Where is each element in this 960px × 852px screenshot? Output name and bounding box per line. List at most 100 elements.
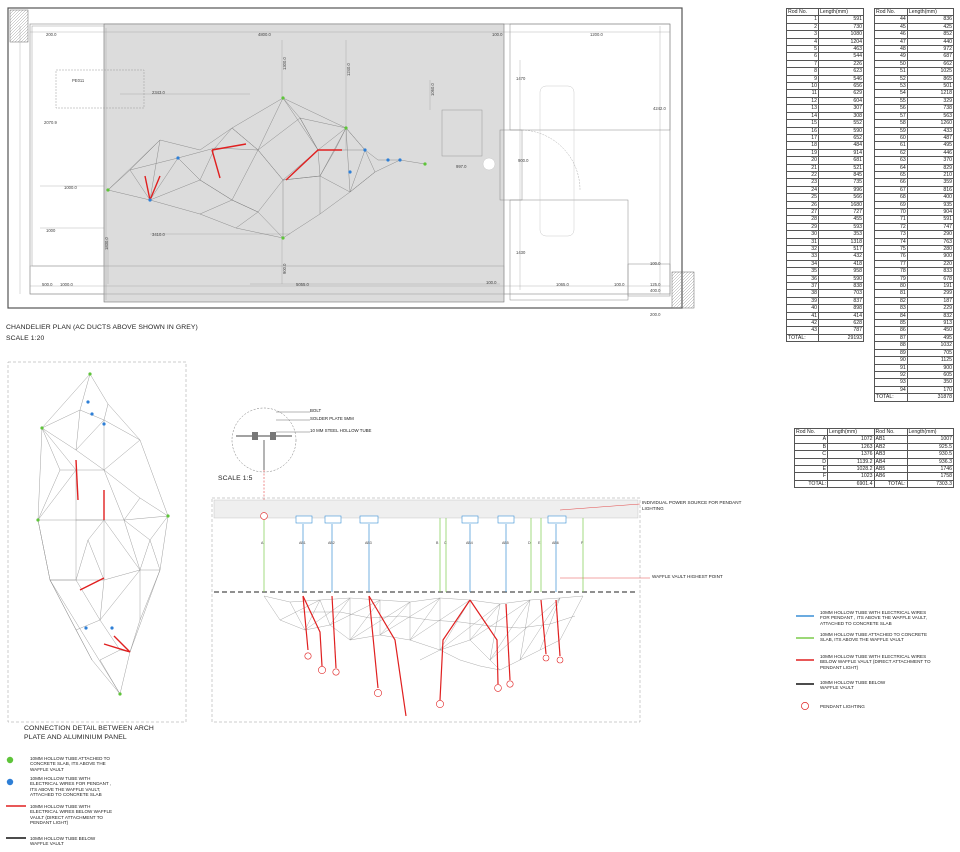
panel-frame-left xyxy=(7,361,187,723)
rod-number: AB4 xyxy=(873,457,908,467)
fixture-right xyxy=(539,85,575,237)
rod-number: 42 xyxy=(786,319,819,328)
table-row: 79 678 xyxy=(874,274,955,284)
legend-right-item: 10MM HOLLOW TUBE ATTACHED TO CONCRETE SL… xyxy=(820,632,928,643)
table-row: 34 418 xyxy=(786,259,864,269)
rod-number: 89 xyxy=(874,348,908,358)
rod-number: E xyxy=(793,465,829,474)
plan-scale: SCALE 1:20 xyxy=(6,335,45,342)
rod-length: 455 xyxy=(818,215,864,224)
rod-length: 425 xyxy=(906,22,955,32)
rod-length: 930.5 xyxy=(906,450,955,459)
table-row: 62 446 xyxy=(874,148,955,158)
table-row: 15 552 xyxy=(786,119,864,128)
rod-number: 6 xyxy=(786,52,819,61)
rod-number: 58 xyxy=(874,119,908,128)
total-value: 29193 xyxy=(818,333,864,343)
table-row: 11 629 xyxy=(786,89,864,98)
rod-length: 738 xyxy=(906,104,955,113)
table-row: 12 604 xyxy=(786,96,864,106)
dimension-text: 200.0 4800.0 100.0 1200.0 2343.0 2070.9 … xyxy=(42,32,666,317)
table-row: 14 308 xyxy=(786,111,864,121)
connection-title-line1: CONNECTION DETAIL BETWEEN ARCH xyxy=(24,725,154,732)
total-value: 7303.3 xyxy=(906,479,955,489)
rod-length: 678 xyxy=(906,274,955,284)
rod-length: 1023 xyxy=(827,472,875,481)
table-row: 65 210 xyxy=(874,170,955,180)
rod-number: 34 xyxy=(786,259,819,269)
rod-length: 1080 xyxy=(818,30,864,39)
table-row: 89 705 xyxy=(874,348,955,358)
plan-circle xyxy=(482,157,496,171)
rod-number: 53 xyxy=(874,82,908,91)
total-value: 6901.4 xyxy=(827,479,875,489)
rod-tag: A xyxy=(261,541,264,545)
table-row: 55 329 xyxy=(874,96,955,106)
table-header: Rod No. xyxy=(874,7,908,17)
table-row: 17 652 xyxy=(786,133,864,143)
rod-length: 1758 xyxy=(906,472,955,481)
rod-length: 1746 xyxy=(906,465,955,474)
corner-box xyxy=(627,263,671,297)
total-label: TOTAL: xyxy=(874,393,908,402)
rod-length: 446 xyxy=(906,148,955,158)
table-row: 43 787 xyxy=(786,326,864,335)
rod-length: 307 xyxy=(818,104,864,113)
rod-number: 62 xyxy=(874,148,908,158)
rod-length: 652 xyxy=(818,133,864,143)
rod-number: 72 xyxy=(874,222,908,232)
detail-scale: SCALE 1:5 xyxy=(218,475,253,482)
table-row: 59 433 xyxy=(874,126,955,135)
dim-text: 5055.0 xyxy=(296,282,309,287)
rod-tag: C xyxy=(444,541,447,545)
table-header-row: Rod No. Length(mm) xyxy=(874,7,955,17)
rod-number: 82 xyxy=(874,296,908,306)
rod-number: AB5 xyxy=(873,465,908,474)
rod-length: 605 xyxy=(906,370,955,380)
rod-length: 936.3 xyxy=(906,457,955,467)
dim-text: 1060.0 xyxy=(430,83,435,96)
dim-text: 4800.0 xyxy=(258,32,271,37)
rod-length: 450 xyxy=(906,326,955,335)
rod-number: 63 xyxy=(874,156,908,165)
rod-length: 1204 xyxy=(818,37,864,47)
rod-length: 591 xyxy=(906,215,955,224)
table-row: 32 517 xyxy=(786,244,864,254)
rod-number: 55 xyxy=(874,96,908,106)
table-row: 24 996 xyxy=(786,185,864,195)
table-row: 38 703 xyxy=(786,289,864,298)
total-label: TOTAL: xyxy=(786,333,819,343)
table-row: 53 501 xyxy=(874,82,955,91)
table-header: Rod No. xyxy=(793,427,829,437)
rod-length: 735 xyxy=(818,178,864,187)
rod-number: 29 xyxy=(786,222,819,232)
rod-length: 914 xyxy=(818,148,864,158)
dim-text: 1000.0 xyxy=(60,282,73,287)
rod-number: 56 xyxy=(874,104,908,113)
rod-number: 74 xyxy=(874,237,908,247)
rod-number: F xyxy=(793,472,829,481)
rod-number: 48 xyxy=(874,45,908,54)
dim-text: 900.0 xyxy=(518,158,529,163)
table-row: 69 935 xyxy=(874,200,955,209)
rod-number: 73 xyxy=(874,230,908,239)
dim-text: 1300.0 xyxy=(282,57,287,70)
table-row: 22 845 xyxy=(786,170,864,180)
table-row: 19 914 xyxy=(786,148,864,158)
rod-length: 440 xyxy=(906,37,955,47)
rod-number: 27 xyxy=(786,207,819,217)
rod-length: 705 xyxy=(906,348,955,358)
plan-title: CHANDELIER PLAN (AC DUCTS ABOVE SHOWN IN… xyxy=(6,324,198,331)
table-row: 75 280 xyxy=(874,244,955,254)
plan-red-rods xyxy=(144,143,342,201)
rod-table-1: Rod No. Length(mm) 1 591 2 730 3 1080 4 1204 5 463 6… xyxy=(786,7,864,343)
rod-number: 16 xyxy=(786,126,819,135)
rod-number: 7 xyxy=(786,59,819,69)
rod-number: 20 xyxy=(786,156,819,165)
table-header: Rod No. xyxy=(786,7,819,17)
legend-right-item: PENDANT LIGHTING xyxy=(820,704,865,709)
rod-length: 838 xyxy=(818,282,864,291)
total-label: TOTAL: xyxy=(873,479,908,489)
table-row: 76 900 xyxy=(874,252,955,261)
rod-number: 2 xyxy=(786,22,819,32)
